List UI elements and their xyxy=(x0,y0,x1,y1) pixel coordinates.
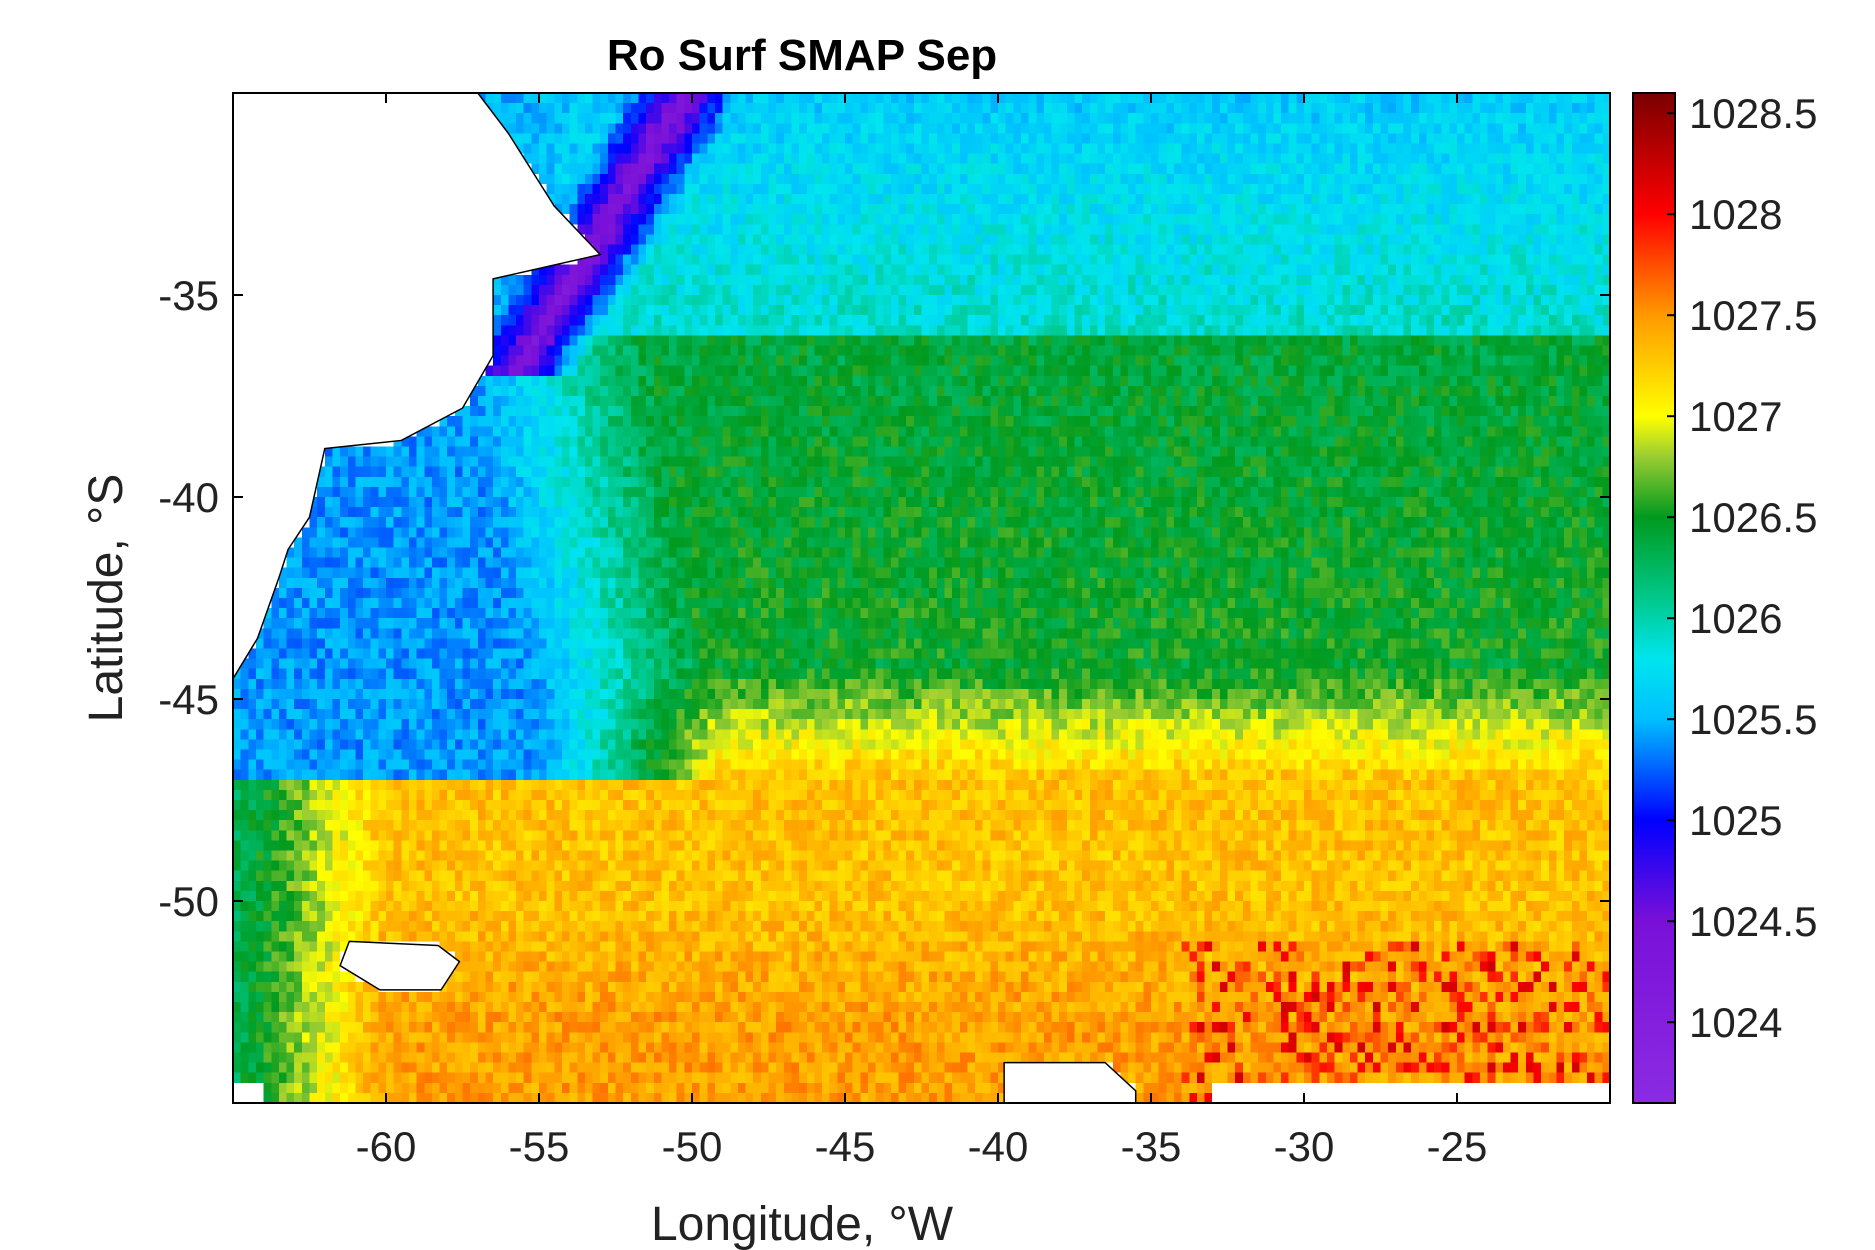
colorbar-tick-label: 1025 xyxy=(1689,797,1782,844)
colorbar-tick-label: 1028.5 xyxy=(1689,90,1817,137)
chart-title: Ro Surf SMAP Sep xyxy=(607,31,997,80)
land-south-america xyxy=(232,92,602,682)
colorbar-tick-label: 1025.5 xyxy=(1689,696,1817,743)
colorbar: 1024 1024.5 1025 1025.5 1026 1026.5 1027 1027.5… xyxy=(1632,90,1817,1104)
x-axis-label: Longitude, °W xyxy=(651,1198,954,1250)
y-tick-label: -40 xyxy=(158,474,219,521)
land-mask xyxy=(232,92,1137,1104)
y-axis-label: Latitude, °S xyxy=(80,474,133,723)
y-tick-label: -35 xyxy=(158,272,219,319)
colorbar-tick-label: 1028 xyxy=(1689,191,1782,238)
y-axis: -35 -40 -45 -50 xyxy=(158,272,1610,925)
x-tick-label: -30 xyxy=(1274,1123,1335,1170)
land-south-georgia xyxy=(1003,1061,1137,1104)
y-tick-label: -45 xyxy=(158,676,219,723)
x-tick-label: -45 xyxy=(815,1123,876,1170)
colorbar-scale xyxy=(1632,92,1676,1104)
x-axis: -60 -55 -50 -45 -40 -35 -30 -25 xyxy=(356,93,1488,1170)
colorbar-tick-label: 1027.5 xyxy=(1689,292,1817,339)
x-tick-label: -50 xyxy=(662,1123,723,1170)
colorbar-tick-label: 1024 xyxy=(1689,999,1782,1046)
colorbar-tick-label: 1027 xyxy=(1689,393,1782,440)
x-tick-label: -60 xyxy=(356,1123,417,1170)
x-tick-label: -35 xyxy=(1121,1123,1182,1170)
x-tick-label: -55 xyxy=(509,1123,570,1170)
land-falkland-islands xyxy=(339,940,461,991)
colorbar-tick-label: 1024.5 xyxy=(1689,898,1817,945)
colorbar-tick-label: 1026 xyxy=(1689,595,1782,642)
y-tick-label: -50 xyxy=(158,878,219,925)
x-tick-label: -25 xyxy=(1427,1123,1488,1170)
x-tick-label: -40 xyxy=(968,1123,1029,1170)
colorbar-tick-label: 1026.5 xyxy=(1689,494,1817,541)
plot-frame xyxy=(232,92,1611,1104)
